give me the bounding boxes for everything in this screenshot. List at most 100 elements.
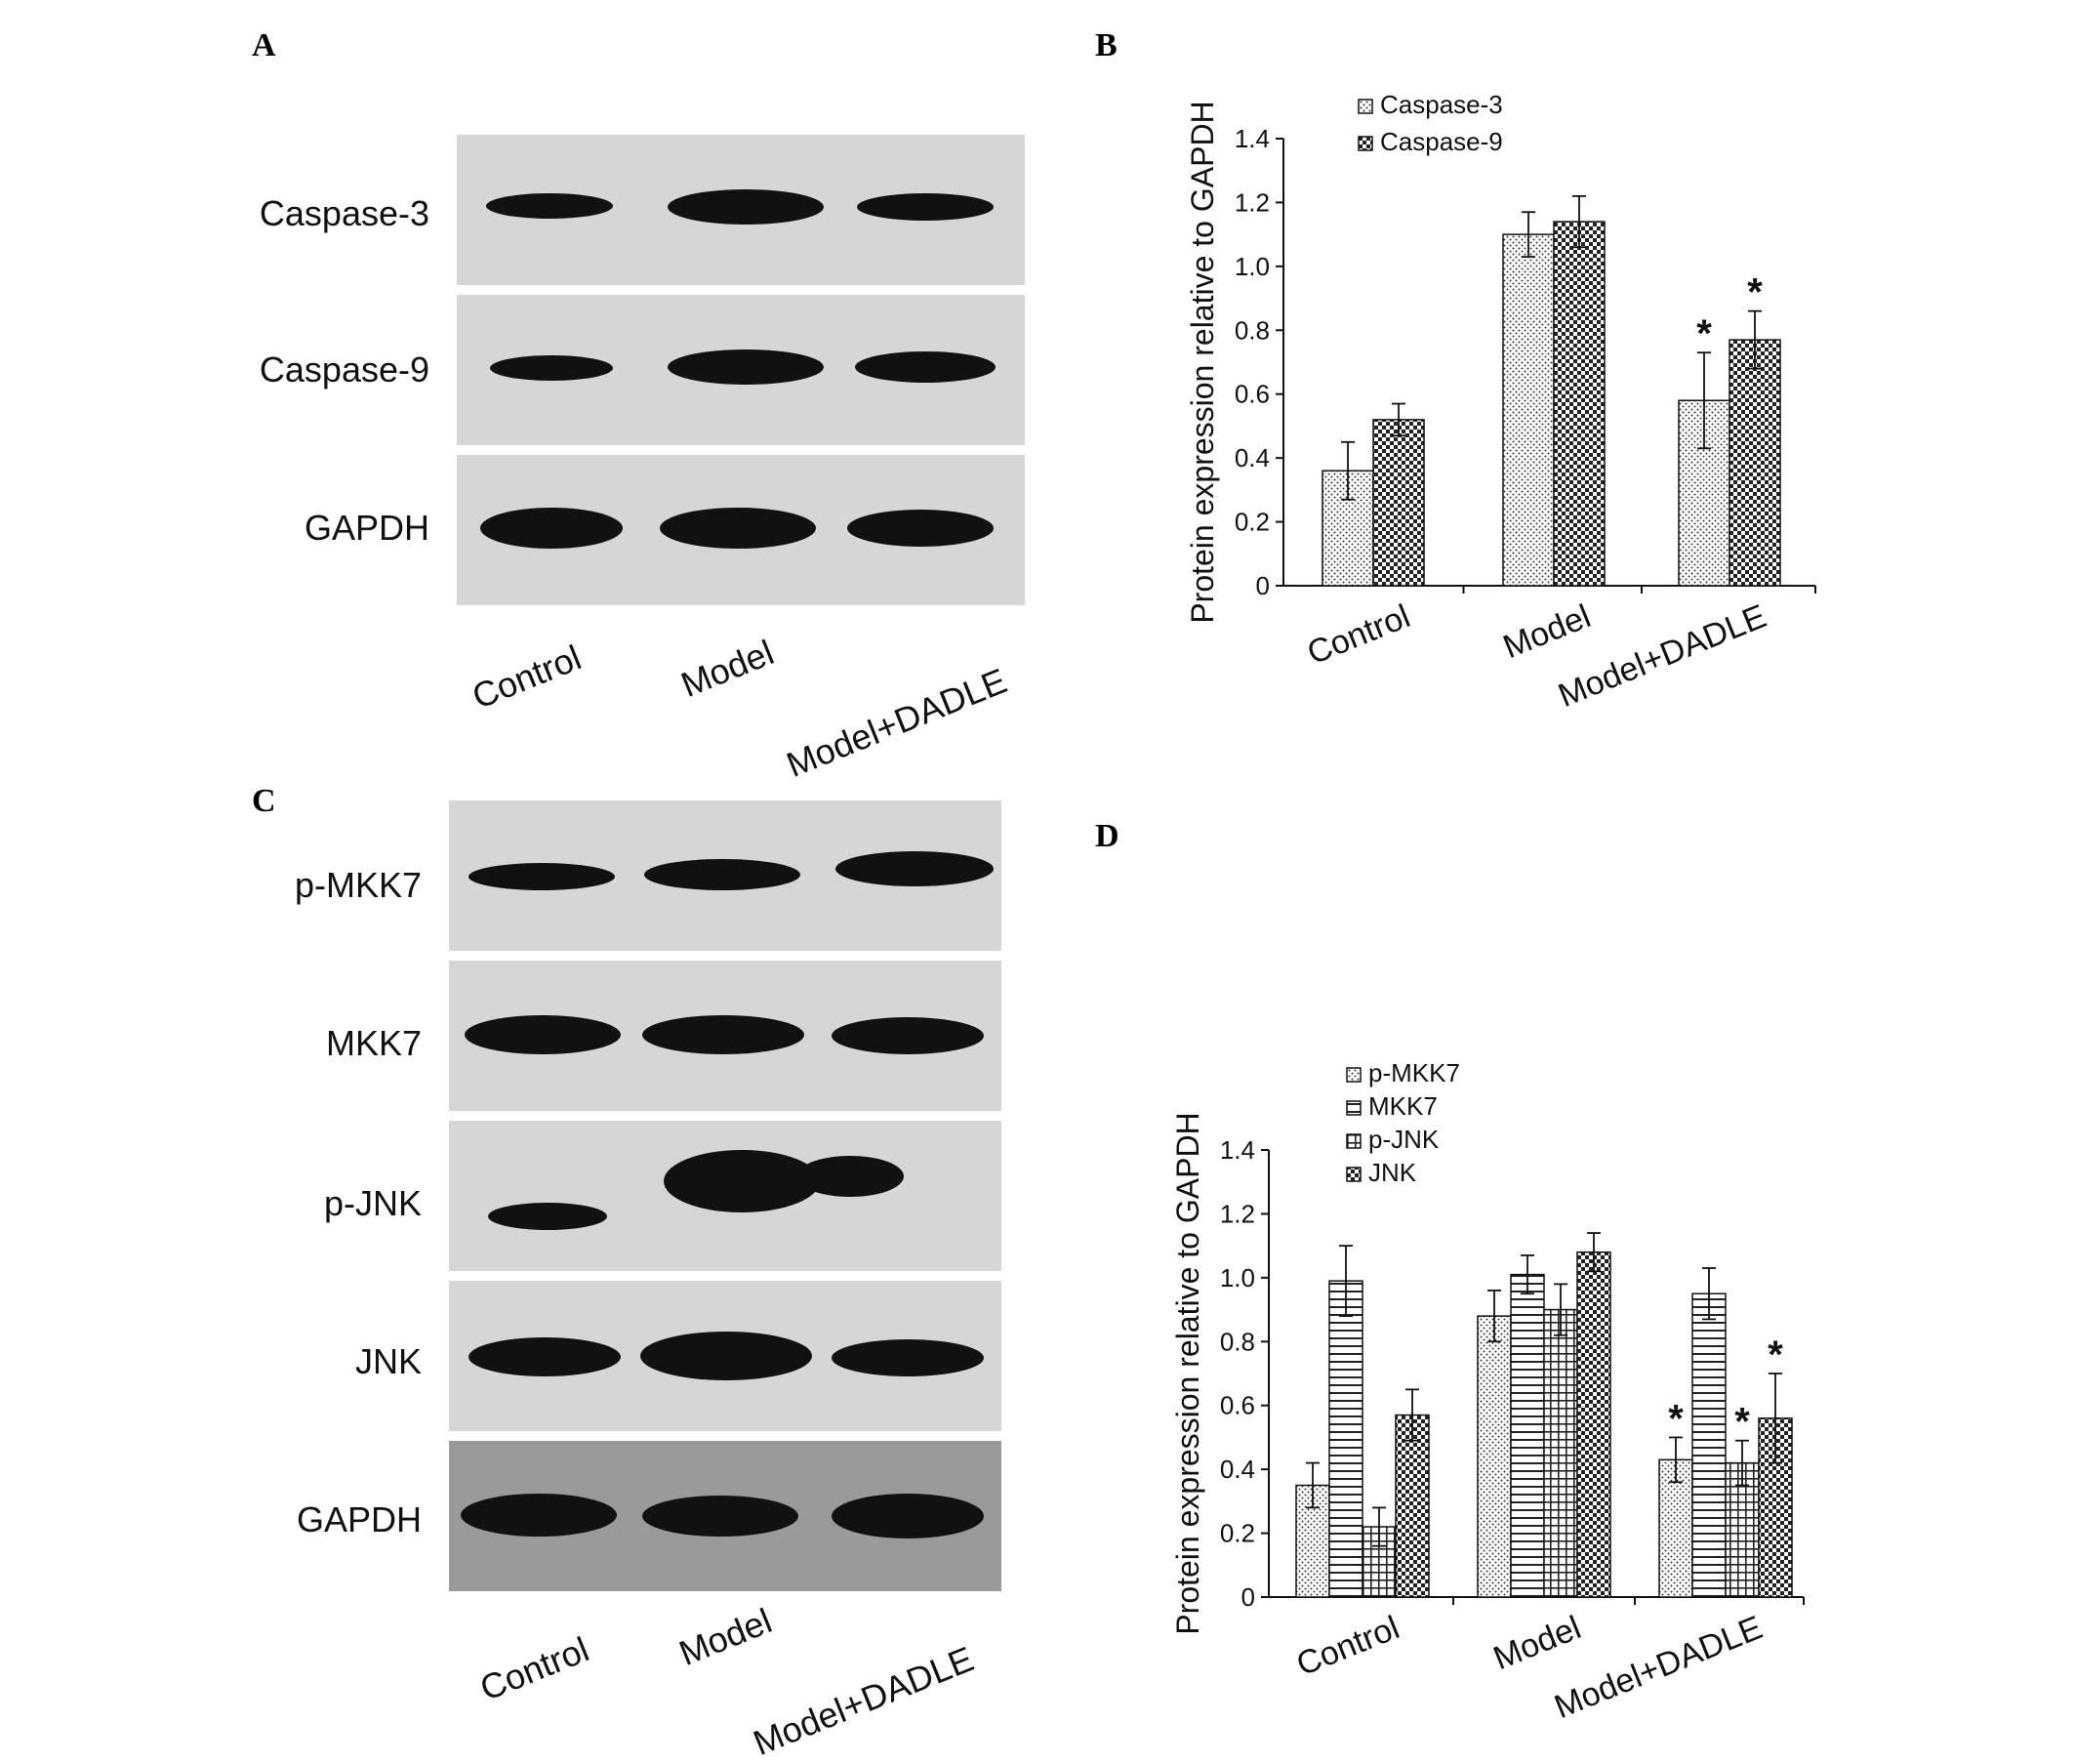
- blot-band: [832, 1339, 984, 1376]
- y-tick-label: 1.0: [1235, 252, 1270, 281]
- blot-band: [642, 1015, 804, 1054]
- blot-row-label: GAPDH: [296, 1499, 422, 1539]
- bar: [1328, 1280, 1363, 1598]
- lane-label: Model+DADLE: [748, 1638, 980, 1764]
- legend-label: p-JNK: [1368, 1125, 1440, 1154]
- blot-strip: [449, 1121, 1001, 1271]
- bar: [1553, 221, 1606, 587]
- category-label: Model: [1488, 1609, 1586, 1677]
- y-tick-label: 0.8: [1220, 1327, 1255, 1356]
- significance-marker: *: [1734, 1401, 1750, 1444]
- bar: [1691, 1292, 1727, 1598]
- y-tick-label: 0.6: [1235, 380, 1270, 409]
- blot-band: [644, 859, 800, 890]
- lane-label: Control: [467, 636, 587, 718]
- blot-band: [857, 193, 994, 221]
- panel-letter-a: A: [252, 27, 276, 63]
- legend-label: Caspase-3: [1380, 90, 1503, 119]
- bar: [1395, 1414, 1430, 1598]
- blot-row-label: p-JNK: [323, 1183, 422, 1223]
- lane-label: Model: [675, 632, 780, 706]
- blot-band: [832, 1017, 984, 1054]
- blot-band: [642, 1496, 798, 1537]
- legend-swatch: [1358, 136, 1373, 151]
- blot-band: [847, 510, 994, 547]
- blot-band: [490, 355, 613, 381]
- panel-letter-c: C: [252, 783, 276, 819]
- bar: [1372, 419, 1425, 587]
- blot-band: [461, 1494, 617, 1537]
- blot-band: [488, 1203, 607, 1230]
- significance-marker: *: [1768, 1333, 1783, 1376]
- blot-strip: [449, 1281, 1001, 1431]
- bar: [1295, 1484, 1330, 1598]
- legend-label: p-MKK7: [1368, 1058, 1460, 1087]
- blot-band: [486, 193, 613, 219]
- blot-band: [835, 851, 994, 886]
- y-axis-label: Protein expression relative to GAPDH: [1170, 1112, 1205, 1634]
- bar: [1729, 339, 1781, 587]
- blot-band: [660, 508, 816, 549]
- blot-band: [668, 189, 824, 225]
- y-axis-label: Protein expression relative to GAPDH: [1185, 101, 1220, 623]
- blot-row-label: Caspase-9: [259, 349, 429, 390]
- y-tick-label: 0.8: [1235, 315, 1270, 345]
- y-tick-label: 0.2: [1220, 1519, 1255, 1548]
- bar: [1510, 1273, 1545, 1598]
- bar: [1576, 1251, 1611, 1598]
- blot-row-label: p-MKK7: [294, 865, 422, 905]
- panel-letter-b: B: [1095, 27, 1118, 63]
- blot-band: [468, 863, 615, 890]
- bar: [1543, 1308, 1578, 1598]
- blot-band: [668, 349, 824, 385]
- y-tick-label: 0: [1241, 1582, 1255, 1612]
- y-tick-label: 0.4: [1235, 443, 1270, 472]
- lane-label: Model: [673, 1600, 778, 1674]
- blot-strip: [457, 455, 1025, 605]
- y-tick-label: 0.6: [1220, 1391, 1255, 1420]
- y-tick-label: 0: [1256, 571, 1270, 600]
- blot-strip: [449, 961, 1001, 1111]
- legend-label: MKK7: [1368, 1091, 1438, 1121]
- blot-band: [855, 351, 996, 383]
- bar-chart-b: 0 0.2 0.4 0.6 0.8 1.0 1.2 1.4 Protein expression…: [1185, 90, 1816, 715]
- bar: [1502, 233, 1555, 587]
- bar: [1725, 1461, 1760, 1598]
- category-label: Model+DADLE: [1549, 1609, 1768, 1726]
- significance-marker: *: [1668, 1397, 1684, 1440]
- legend-swatch: [1346, 1067, 1362, 1083]
- blot-strip: [449, 800, 1001, 951]
- bar-chart-d: 0 0.2 0.4 0.6 0.8 1.0 1.2 1.4 Protein expression…: [1170, 1058, 1805, 1726]
- y-tick-label: 1.2: [1220, 1199, 1255, 1228]
- y-tick-label: 0.2: [1235, 508, 1270, 537]
- legend-swatch: [1346, 1100, 1362, 1116]
- blot-row-label: MKK7: [325, 1023, 422, 1063]
- blot-strip: [457, 295, 1025, 445]
- blot-band: [832, 1494, 984, 1538]
- y-tick-label: 1.4: [1235, 124, 1270, 153]
- category-label: Control: [1302, 597, 1415, 672]
- blot-row-label: GAPDH: [304, 508, 429, 548]
- y-tick-label: 1.0: [1220, 1263, 1255, 1292]
- blot-strip: [457, 135, 1025, 285]
- bar: [1477, 1315, 1512, 1598]
- blot-row-label: Caspase-3: [259, 193, 429, 233]
- blot-band: [468, 1337, 621, 1376]
- blot-band: [480, 508, 623, 549]
- blot-strip: [449, 1441, 1001, 1591]
- legend-label: JNK: [1368, 1158, 1417, 1187]
- legend-swatch: [1346, 1133, 1362, 1149]
- y-tick-label: 1.4: [1220, 1135, 1255, 1165]
- blot-band: [664, 1150, 820, 1212]
- category-label: Model: [1498, 597, 1596, 666]
- legend-label: Caspase-9: [1380, 127, 1503, 156]
- legend-swatch: [1358, 99, 1373, 114]
- significance-marker: *: [1696, 312, 1712, 355]
- y-tick-label: 1.2: [1235, 187, 1270, 217]
- blot-band: [465, 1015, 621, 1054]
- blot-band: [796, 1156, 904, 1197]
- category-label: Control: [1291, 1609, 1404, 1683]
- lane-label: Model+DADLE: [781, 660, 1013, 786]
- legend-swatch: [1346, 1167, 1362, 1182]
- blot-row-label: JNK: [354, 1341, 422, 1381]
